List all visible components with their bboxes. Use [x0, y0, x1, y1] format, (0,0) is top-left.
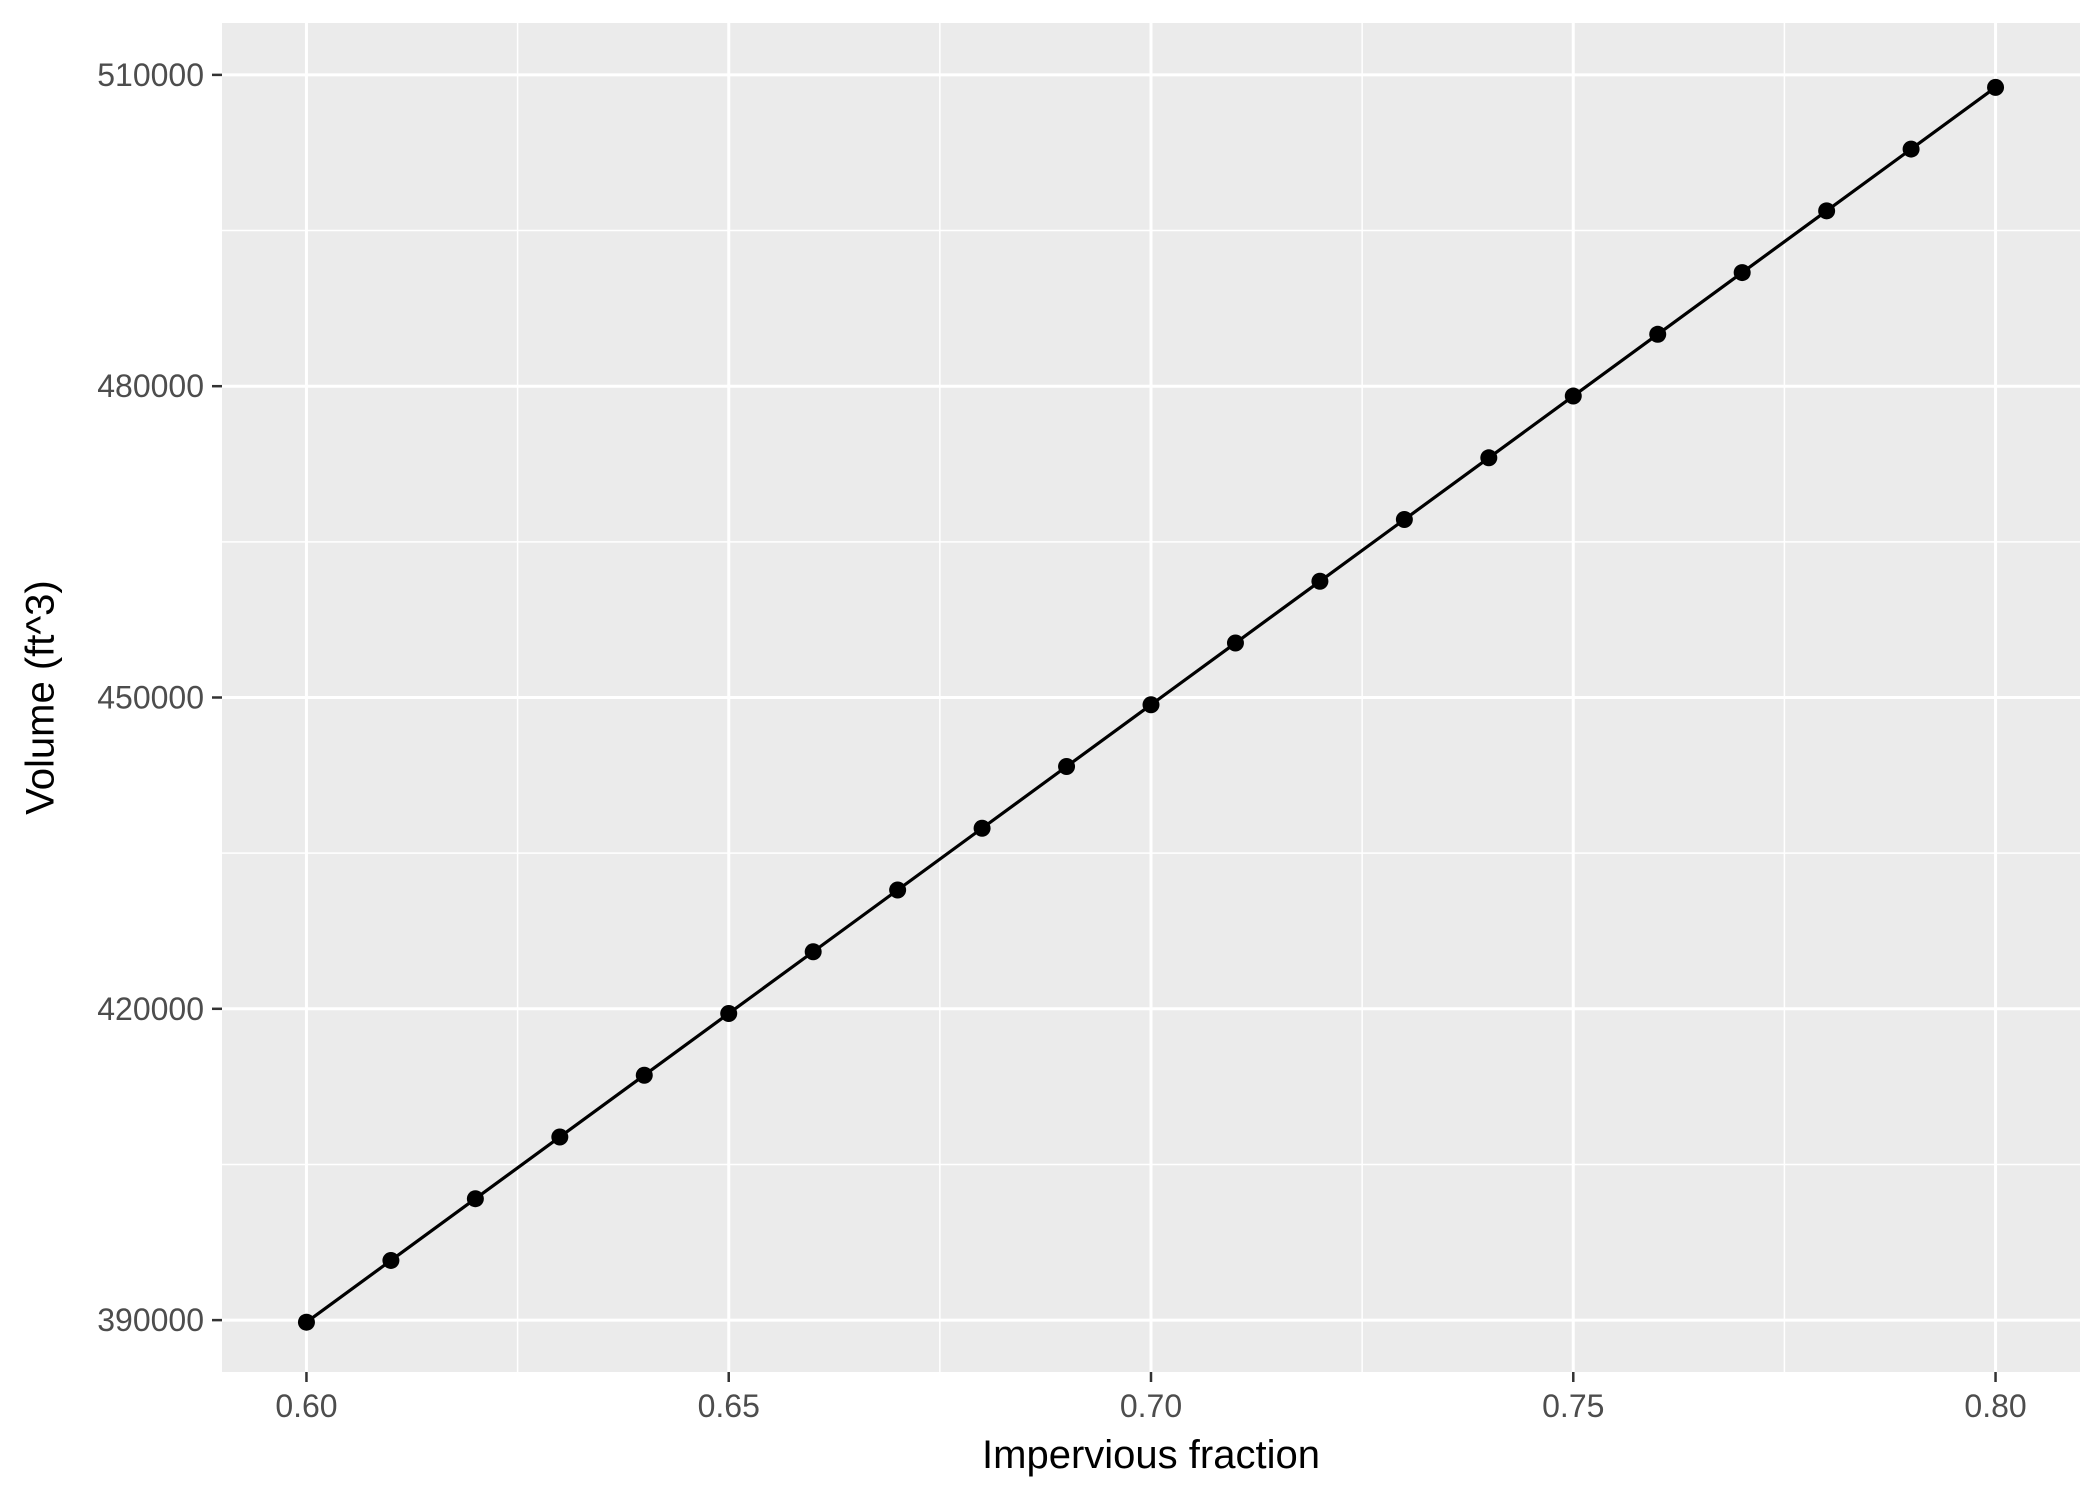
y-tick-label: 390000 [97, 1302, 204, 1338]
x-tick-label: 0.75 [1542, 1388, 1604, 1424]
data-point [382, 1251, 400, 1269]
x-tick-label: 0.70 [1120, 1388, 1182, 1424]
data-point [1480, 449, 1498, 467]
data-point [1058, 758, 1076, 776]
data-point [1649, 325, 1667, 343]
data-point [297, 1313, 315, 1331]
data-point [1395, 511, 1413, 529]
x-tick-label: 0.80 [1964, 1388, 2026, 1424]
y-tick-label: 510000 [97, 57, 204, 93]
data-point [1987, 78, 2005, 96]
data-point [973, 819, 991, 837]
x-axis: 0.60 0.65 0.70 0.75 0.80 [275, 1372, 2027, 1424]
y-tick-label: 480000 [97, 368, 204, 404]
y-tick-label: 420000 [97, 991, 204, 1027]
x-tick-label: 0.65 [698, 1388, 760, 1424]
data-point [804, 943, 822, 961]
data-point [466, 1190, 484, 1208]
data-point [889, 881, 907, 899]
data-point [1818, 202, 1836, 220]
data-point [551, 1128, 569, 1146]
data-point [635, 1066, 653, 1084]
x-axis-title: Impervious fraction [982, 1433, 1320, 1477]
data-point [1226, 634, 1244, 652]
series-layer [297, 78, 2005, 1331]
data-point [1564, 387, 1582, 405]
data-point [1311, 572, 1329, 590]
y-axis-title: Volume (ft^3) [19, 580, 63, 814]
data-point [1733, 264, 1751, 282]
y-axis: 390000 420000 450000 480000 510000 [97, 57, 222, 1338]
y-tick-label: 450000 [97, 680, 204, 716]
data-point [1142, 696, 1160, 714]
data-point [1902, 140, 1920, 158]
data-point [720, 1004, 738, 1022]
x-tick-label: 0.60 [275, 1388, 337, 1424]
